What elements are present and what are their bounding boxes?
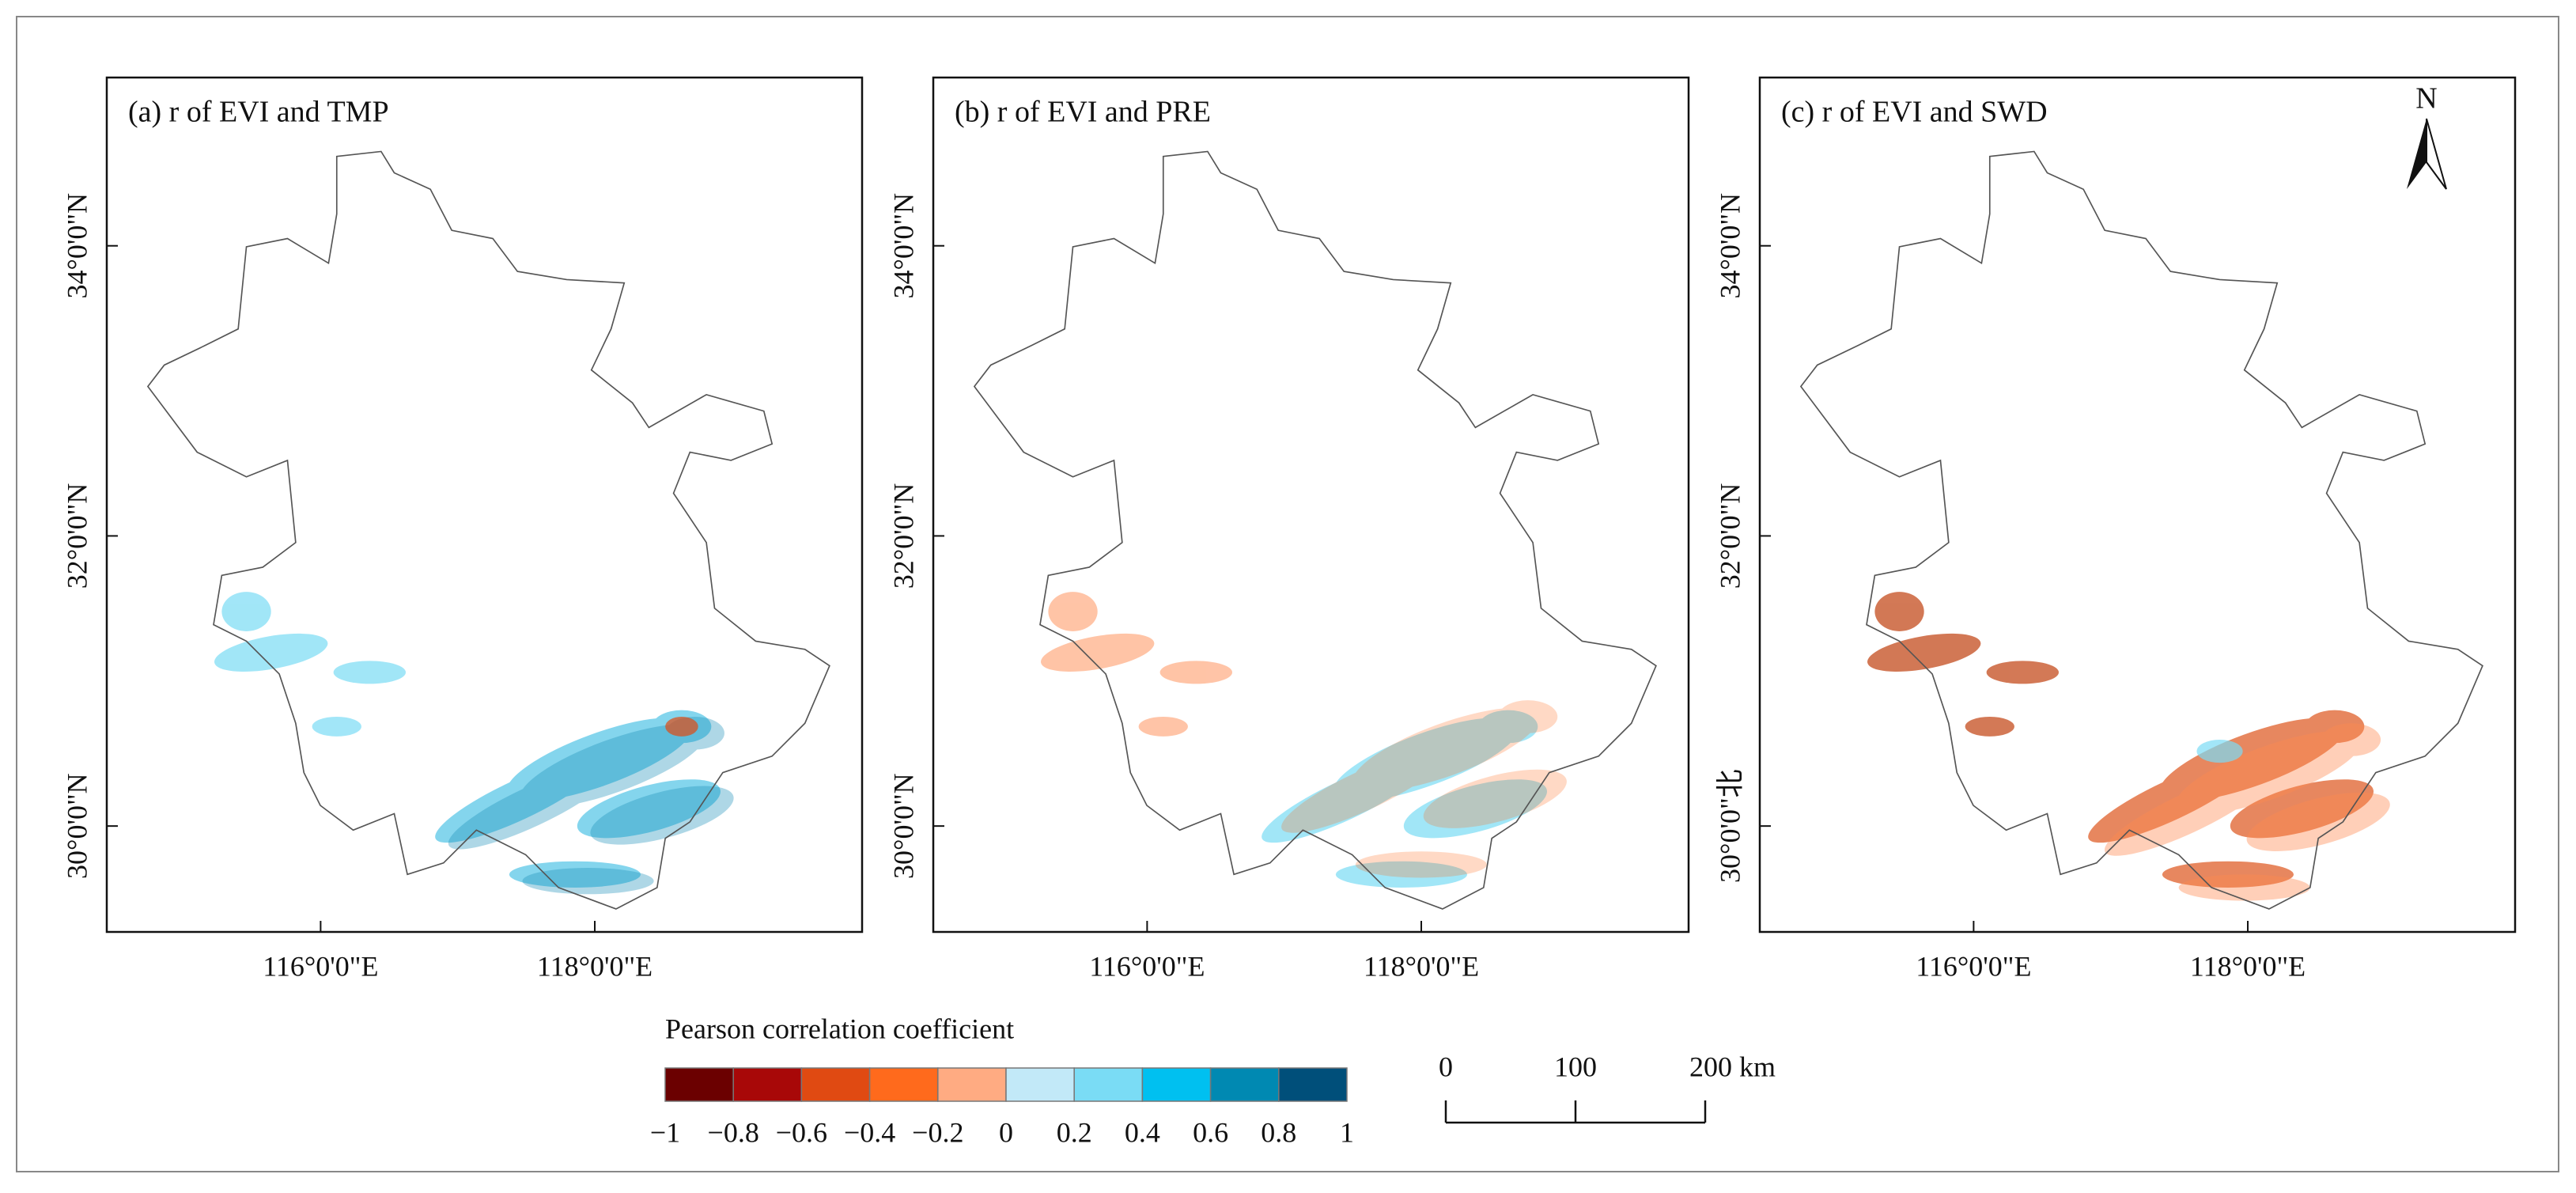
- panels: [146, 150, 2483, 911]
- outer-border: [16, 16, 2559, 1172]
- legend-tick-label: −0.4: [844, 1116, 895, 1148]
- y-tick-label: 32°0'0"N: [1714, 483, 1746, 589]
- legend-title: Pearson correlation coefficient: [665, 1013, 1014, 1044]
- north-label: N: [2415, 82, 2437, 116]
- x-tick-label: 118°0'0"E: [2190, 950, 2306, 982]
- y-tick-label: 32°0'0"N: [887, 483, 919, 589]
- legend-swatch: [1141, 1067, 1212, 1102]
- legend-tick-label: −0.2: [912, 1116, 963, 1148]
- panel-title: (c) r of EVI and SWD: [1781, 96, 2048, 129]
- legend-swatch: [1005, 1067, 1075, 1102]
- panel-title: (b) r of EVI and PRE: [955, 96, 1211, 129]
- panel-frame: [105, 76, 864, 934]
- y-tick-label: 30°0'0"N: [887, 773, 919, 879]
- north-arrow: N: [2407, 82, 2447, 190]
- legend-tick-label: 0.4: [1125, 1116, 1160, 1148]
- legend-swatch: [1073, 1067, 1144, 1102]
- legend-swatch: [1209, 1067, 1280, 1102]
- x-tick-label: 118°0'0"E: [1364, 950, 1479, 982]
- y-tick-label: 30°0'0"北: [1714, 769, 1746, 883]
- x-tick-label: 116°0'0"E: [1916, 950, 2031, 982]
- panel-b-map: [973, 150, 1657, 911]
- scale-bar-label: 100: [1554, 1051, 1597, 1082]
- legend-tick-label: 0.2: [1057, 1116, 1092, 1148]
- y-tick-label: 30°0'0"N: [61, 773, 93, 879]
- legend-swatch: [732, 1067, 803, 1102]
- panel-title: (a) r of EVI and TMP: [128, 96, 389, 129]
- y-tick-label: 32°0'0"N: [61, 483, 93, 589]
- panel-frame: [1758, 76, 2517, 934]
- legend-tick-label: −1: [650, 1116, 680, 1148]
- panel-a-map: [146, 150, 830, 911]
- y-tick-label: 34°0'0"N: [1714, 193, 1746, 299]
- legend-swatch: [868, 1067, 939, 1102]
- scale-bar-label: 200 km: [1689, 1051, 1776, 1082]
- y-tick-label: 34°0'0"N: [887, 193, 919, 299]
- legend-swatch: [800, 1067, 871, 1102]
- x-tick-label: 118°0'0"E: [537, 950, 653, 982]
- legend-swatch: [937, 1067, 1007, 1102]
- legend-tick-label: 0: [999, 1116, 1013, 1148]
- legend-tick-label: 0.8: [1261, 1116, 1296, 1148]
- panel-c-map: [1799, 150, 2483, 911]
- legend-tick-label: −0.8: [708, 1116, 759, 1148]
- panel-frame: [932, 76, 1690, 934]
- x-tick-label: 116°0'0"E: [263, 950, 378, 982]
- legend-tick-label: 1: [1340, 1116, 1354, 1148]
- y-tick-label: 34°0'0"N: [61, 193, 93, 299]
- x-tick-label: 116°0'0"E: [1089, 950, 1205, 982]
- legend-tick-label: 0.6: [1193, 1116, 1228, 1148]
- scale-bar-label: 0: [1439, 1051, 1453, 1082]
- legend-swatch: [664, 1067, 734, 1102]
- legend-swatch: [1278, 1067, 1348, 1102]
- legend-tick-label: −0.6: [776, 1116, 827, 1148]
